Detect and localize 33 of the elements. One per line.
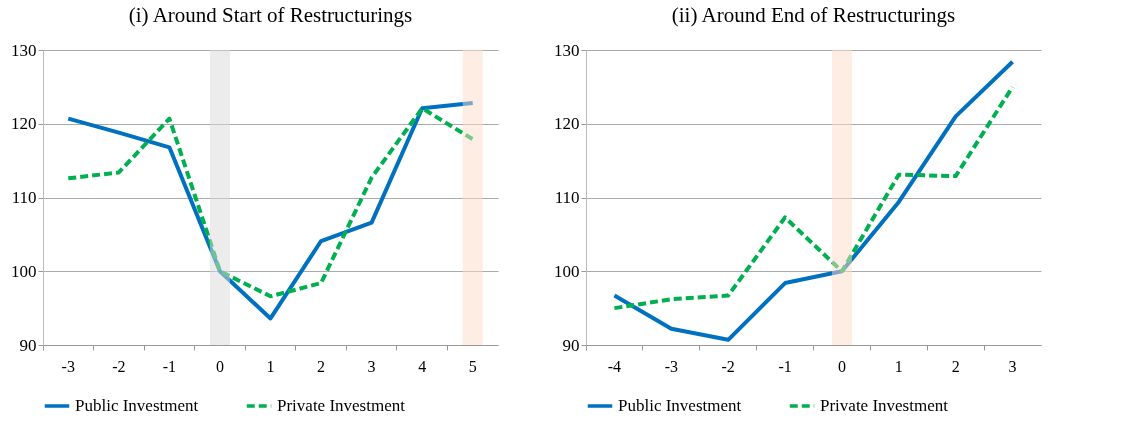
y-tick-label: 90 xyxy=(562,335,580,355)
y-tick-label: 100 xyxy=(554,261,580,281)
x-tick-label: -2 xyxy=(112,357,126,375)
x-tick-label: 2 xyxy=(317,357,326,375)
y-tick-label: 130 xyxy=(11,40,37,60)
y-tick-label: 90 xyxy=(19,335,37,355)
x-tick-label: -4 xyxy=(607,357,622,375)
x-tick-label: 1 xyxy=(266,357,275,375)
x-tick-label: -3 xyxy=(61,357,75,375)
x-tick-label: 2 xyxy=(951,357,960,375)
legend-label: Private Investment xyxy=(277,396,406,415)
y-tick-label: 110 xyxy=(11,188,37,207)
x-tick-label: 5 xyxy=(468,357,477,375)
x-tick-label: -1 xyxy=(162,357,177,375)
x-tick-label: -3 xyxy=(664,357,678,375)
x-tick-label: 3 xyxy=(367,357,376,375)
chart-title: (ii) Around End of Restructurings xyxy=(671,3,956,27)
x-tick-label: 0 xyxy=(837,357,846,375)
legend-label: Public Investment xyxy=(618,396,742,415)
x-tick-label: -2 xyxy=(721,357,735,375)
x-tick-label: 1 xyxy=(894,357,903,375)
x-tick-label: 3 xyxy=(1008,357,1017,375)
y-tick-label: 110 xyxy=(554,188,580,207)
legend-label: Public Investment xyxy=(75,396,199,415)
y-tick-label: 120 xyxy=(11,114,37,134)
y-tick-label: 120 xyxy=(554,114,580,134)
x-tick-label: 4 xyxy=(418,357,427,375)
chart-title: (i) Around Start of Restructurings xyxy=(128,3,413,27)
legend-label: Private Investment xyxy=(820,396,949,415)
y-tick-label: 100 xyxy=(11,261,37,281)
y-tick-label: 130 xyxy=(554,40,580,60)
x-tick-label: -1 xyxy=(778,357,792,375)
x-tick-label: 0 xyxy=(215,357,224,375)
